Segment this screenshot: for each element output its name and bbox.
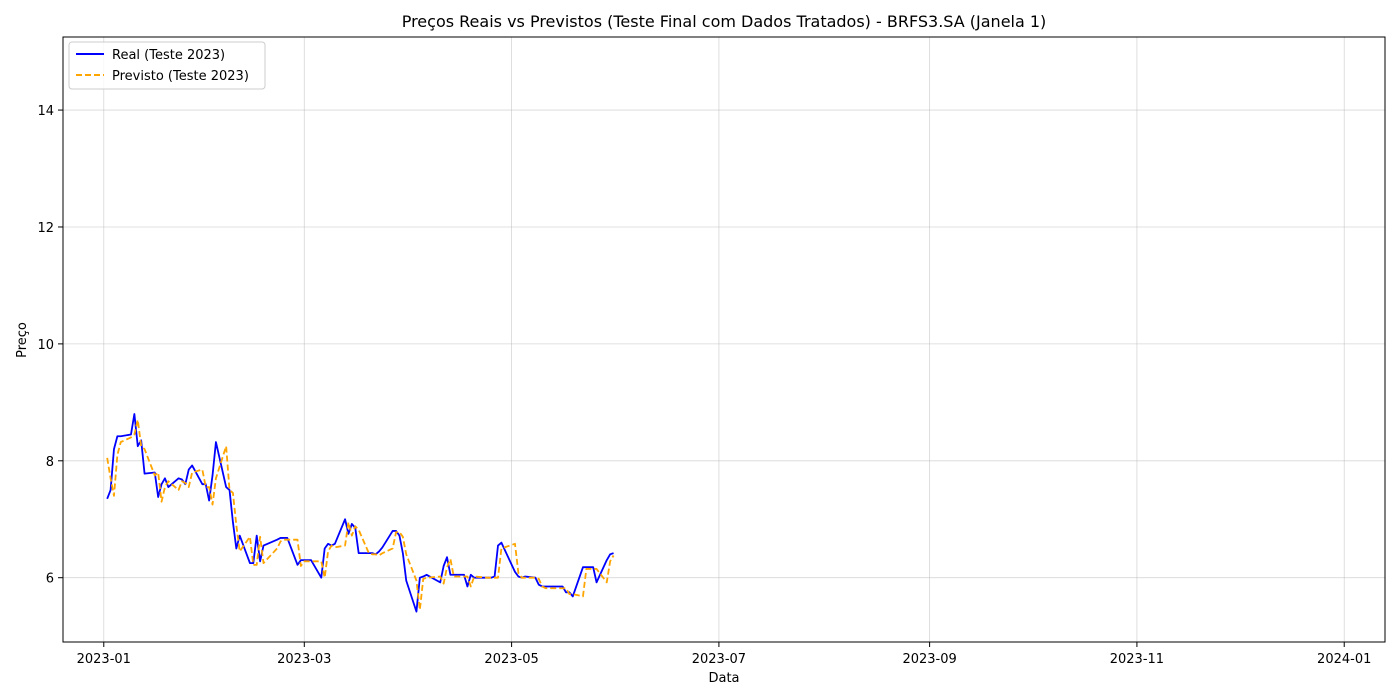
x-tick-label: 2024-01 — [1317, 652, 1371, 667]
y-tick-label: 6 — [46, 572, 54, 587]
x-tick-label: 2023-07 — [692, 652, 746, 667]
y-tick-label: 10 — [37, 338, 54, 353]
series-layer — [106, 413, 615, 613]
legend-label-real: Real (Teste 2023) — [112, 48, 225, 63]
y-tick-label: 12 — [37, 221, 54, 236]
x-tick-label: 2023-05 — [484, 652, 538, 667]
plot-area — [63, 37, 1385, 642]
series-line-previsto — [106, 418, 615, 611]
x-axis: 2023-01 2023-03 2023-05 2023-07 2023-09 2023-… — [77, 642, 1371, 667]
plot-frame — [62, 36, 1386, 643]
legend: Real (Teste 2023) Previsto (Teste 2023) — [68, 41, 266, 90]
y-tick-label: 8 — [46, 455, 54, 470]
legend-label-previsto: Previsto (Teste 2023) — [112, 69, 249, 84]
legend-box — [68, 41, 266, 90]
y-axis-label: Preço — [15, 322, 30, 358]
x-tick-label: 2023-11 — [1110, 652, 1164, 667]
x-tick-label: 2023-09 — [902, 652, 956, 667]
x-tick-label: 2023-03 — [277, 652, 331, 667]
x-tick-label: 2023-01 — [77, 652, 131, 667]
y-axis: 6 8 10 12 14 — [37, 104, 63, 587]
x-axis-label: Data — [708, 671, 739, 686]
y-tick-label: 14 — [37, 104, 54, 119]
chart-title: Preços Reais vs Previstos (Teste Final c… — [402, 12, 1047, 31]
grid-lines — [63, 37, 1385, 642]
